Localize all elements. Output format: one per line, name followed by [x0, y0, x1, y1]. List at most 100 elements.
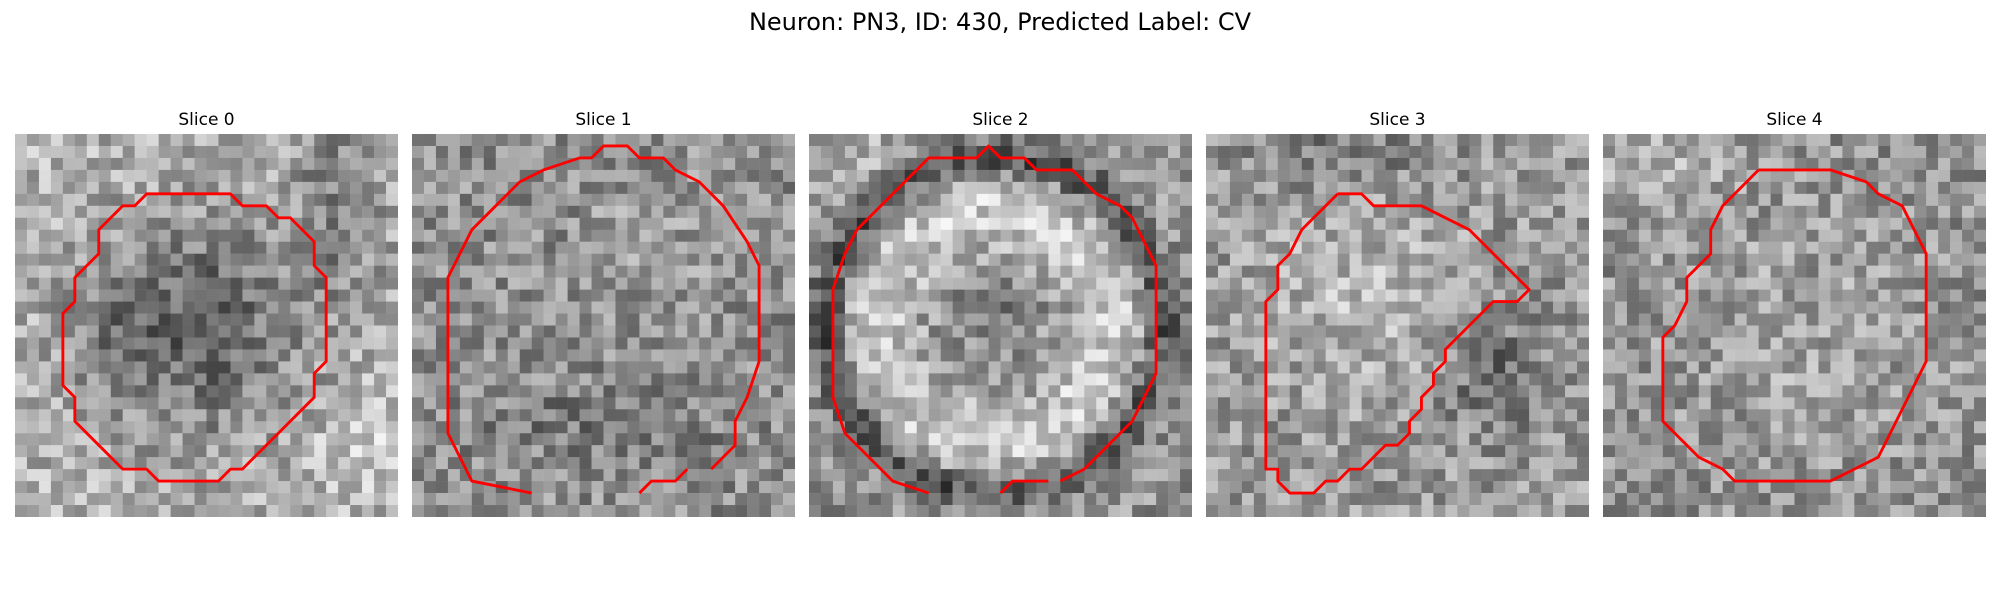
- image-pixel: [206, 337, 219, 350]
- image-pixel: [1132, 433, 1145, 446]
- image-pixel: [711, 145, 724, 159]
- image-pixel: [182, 445, 195, 458]
- image-pixel: [916, 433, 929, 446]
- cell-contour-line: [831, 144, 1158, 495]
- image-pixel: [1674, 397, 1688, 410]
- image-pixel: [1854, 373, 1867, 386]
- image-pixel: [651, 349, 664, 362]
- image-pixel: [1120, 349, 1133, 362]
- image-pixel: [880, 241, 894, 254]
- image-pixel: [1373, 181, 1386, 195]
- image-pixel: [1758, 193, 1771, 207]
- image-pixel: [928, 193, 941, 207]
- image-pixel: [988, 445, 1001, 458]
- image-pixel: [687, 229, 700, 242]
- image-pixel: [1397, 241, 1410, 254]
- image-pixel: [1577, 217, 1589, 230]
- image-pixel: [1132, 373, 1145, 386]
- image-pixel: [1842, 241, 1855, 254]
- image-pixel: [218, 169, 231, 183]
- image-pixel: [928, 241, 941, 254]
- image-pixel: [1529, 433, 1542, 446]
- image-pixel: [134, 217, 147, 230]
- image-pixel: [1481, 289, 1494, 302]
- image-pixel: [362, 205, 375, 219]
- image-pixel: [940, 505, 953, 517]
- image-pixel: [1024, 229, 1037, 242]
- image-pixel: [1229, 445, 1243, 458]
- image-pixel: [591, 361, 604, 374]
- image-pixel: [591, 481, 604, 494]
- image-pixel: [591, 229, 604, 242]
- image-pixel: [1493, 217, 1506, 230]
- image-pixel: [1505, 373, 1518, 386]
- image-pixel: [1060, 169, 1073, 183]
- image-pixel: [38, 205, 52, 219]
- image-pixel: [1421, 409, 1434, 422]
- image-pixel: [916, 241, 929, 254]
- image-pixel: [471, 325, 485, 338]
- image-pixel: [1108, 397, 1121, 410]
- image-pixel: [423, 385, 437, 398]
- image-pixel: [447, 301, 461, 314]
- image-pixel: [182, 433, 195, 446]
- image-pixel: [242, 277, 255, 290]
- image-pixel: [603, 229, 616, 242]
- image-pixel: [15, 385, 28, 398]
- image-pixel: [1638, 433, 1652, 446]
- image-pixel: [735, 313, 748, 326]
- image-pixel: [627, 265, 640, 278]
- image-pixel: [158, 241, 171, 254]
- image-pixel: [856, 397, 870, 410]
- image-pixel: [579, 313, 592, 326]
- image-pixel: [242, 373, 255, 386]
- image-pixel: [62, 397, 76, 410]
- image-pixel: [555, 469, 568, 482]
- image-pixel: [278, 277, 291, 290]
- image-pixel: [122, 277, 135, 290]
- image-pixel: [952, 457, 965, 470]
- image-pixel: [699, 361, 712, 374]
- image-pixel: [639, 193, 652, 207]
- image-pixel: [663, 253, 676, 266]
- image-pixel: [1565, 361, 1578, 374]
- image-pixel: [374, 145, 387, 159]
- image-pixel: [1782, 205, 1795, 219]
- image-pixel: [134, 301, 147, 314]
- image-pixel: [735, 493, 748, 506]
- image-pixel: [1722, 397, 1735, 410]
- image-pixel: [1565, 134, 1578, 147]
- image-pixel: [1614, 373, 1628, 386]
- image-pixel: [1794, 337, 1807, 350]
- image-pixel: [170, 469, 183, 482]
- image-pixel: [1577, 325, 1589, 338]
- image-pixel: [350, 169, 363, 183]
- image-pixel: [1457, 289, 1470, 302]
- image-pixel: [459, 193, 473, 207]
- image-pixel: [1614, 433, 1628, 446]
- image-pixel: [1206, 157, 1219, 171]
- image-pixel: [1385, 229, 1398, 242]
- image-pixel: [1096, 325, 1109, 338]
- image-pixel: [1385, 145, 1398, 159]
- image-pixel: [495, 217, 508, 230]
- image-pixel: [1337, 445, 1350, 458]
- image-pixel: [1060, 409, 1073, 422]
- image-pixel: [1206, 493, 1219, 506]
- image-pixel: [904, 337, 917, 350]
- image-pixel: [1385, 217, 1398, 230]
- image-pixel: [86, 289, 100, 302]
- image-pixel: [412, 157, 425, 171]
- image-pixel: [1072, 361, 1085, 374]
- image-pixel: [988, 241, 1001, 254]
- image-pixel: [1914, 181, 1927, 195]
- image-pixel: [1072, 134, 1085, 147]
- image-pixel: [651, 409, 664, 422]
- image-pixel: [1433, 157, 1446, 171]
- image-pixel: [1842, 145, 1855, 159]
- image-pixel: [1962, 241, 1975, 254]
- image-pixel: [1445, 134, 1458, 147]
- image-pixel: [1048, 481, 1061, 494]
- image-pixel: [771, 337, 784, 350]
- image-pixel: [146, 241, 159, 254]
